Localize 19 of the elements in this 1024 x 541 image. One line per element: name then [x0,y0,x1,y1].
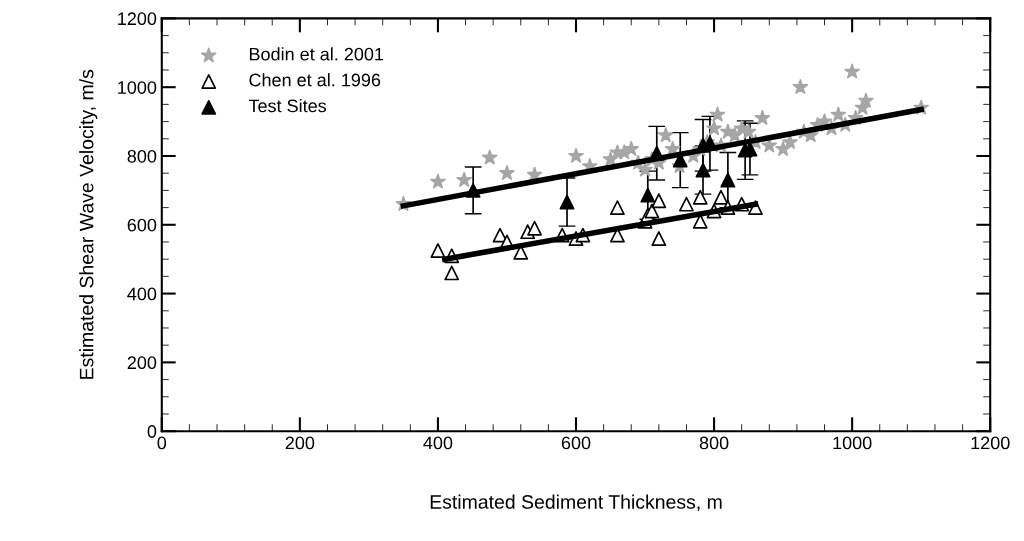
y-tick-label: 1000 [118,81,157,94]
y-tick-label: 0 [147,425,157,438]
x-tick-label: 1200 [971,436,1010,450]
x-tick-label: 400 [423,436,453,450]
legend-label: Bodin et al. 2001 [249,47,384,61]
legend-label: Test Sites [248,99,327,113]
x-tick-label: 0 [157,436,167,450]
legend-label: Chen et al. 1996 [249,73,381,87]
y-tick-label: 200 [127,356,157,370]
y-tick-label: 1200 [118,12,157,26]
x-tick-label: 1000 [833,436,872,450]
y-tick-label: 600 [127,218,157,232]
x-tick-label: 200 [285,436,315,450]
y-tick-label: 800 [127,149,157,163]
y-axis-title: Estimated Shear Wave Velocity, m/s [79,69,98,379]
x-tick-label: 800 [699,436,729,450]
x-tick-label: 600 [561,436,591,450]
x-axis-title: Estimated Sediment Thickness, m [430,494,722,512]
y-tick-label: 400 [127,287,157,301]
